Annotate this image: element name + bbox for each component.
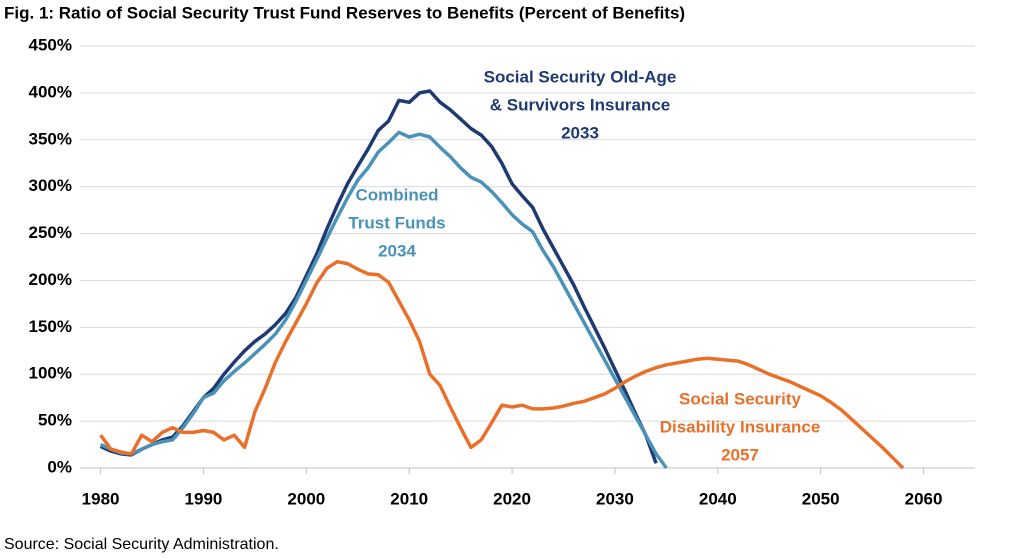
y-tick-label: 0%: [47, 457, 72, 476]
x-tick-label: 2010: [390, 489, 428, 508]
y-tick-label: 400%: [29, 82, 72, 101]
y-tick-label: 300%: [29, 176, 72, 195]
y-tick-label: 200%: [29, 270, 72, 289]
y-tick-label: 450%: [29, 35, 72, 54]
y-tick-label: 150%: [29, 317, 72, 336]
annotation: Trust Funds: [348, 213, 445, 232]
x-tick-label: 2000: [287, 489, 325, 508]
y-tick-label: 350%: [29, 129, 72, 148]
annotation: 2033: [561, 123, 599, 142]
y-tick-label: 250%: [29, 223, 72, 242]
x-tick-label: 1990: [185, 489, 223, 508]
annotation: Combined: [355, 185, 438, 204]
source-note: Source: Social Security Administration.: [4, 536, 279, 553]
x-tick-label: 2050: [802, 489, 840, 508]
series-line: [99, 259, 905, 470]
annotation: 2034: [378, 241, 416, 260]
x-tick-label: 1980: [82, 489, 120, 508]
annotation: Social Security: [679, 389, 801, 408]
annotation: Social Security Old-Age: [484, 67, 677, 86]
annotation: & Survivors Insurance: [490, 95, 670, 114]
x-tick-label: 2030: [596, 489, 634, 508]
y-tick-label: 50%: [38, 411, 72, 430]
chart-title: Fig. 1: Ratio of Social Security Trust F…: [4, 3, 685, 22]
series-line: [99, 130, 668, 470]
annotation: Disability Insurance: [660, 417, 821, 436]
series-line: [99, 89, 658, 464]
annotation: 2057: [721, 445, 759, 464]
x-tick-label: 2060: [905, 489, 943, 508]
y-tick-label: 100%: [29, 364, 72, 383]
x-tick-label: 2020: [493, 489, 531, 508]
x-tick-label: 2040: [699, 489, 737, 508]
